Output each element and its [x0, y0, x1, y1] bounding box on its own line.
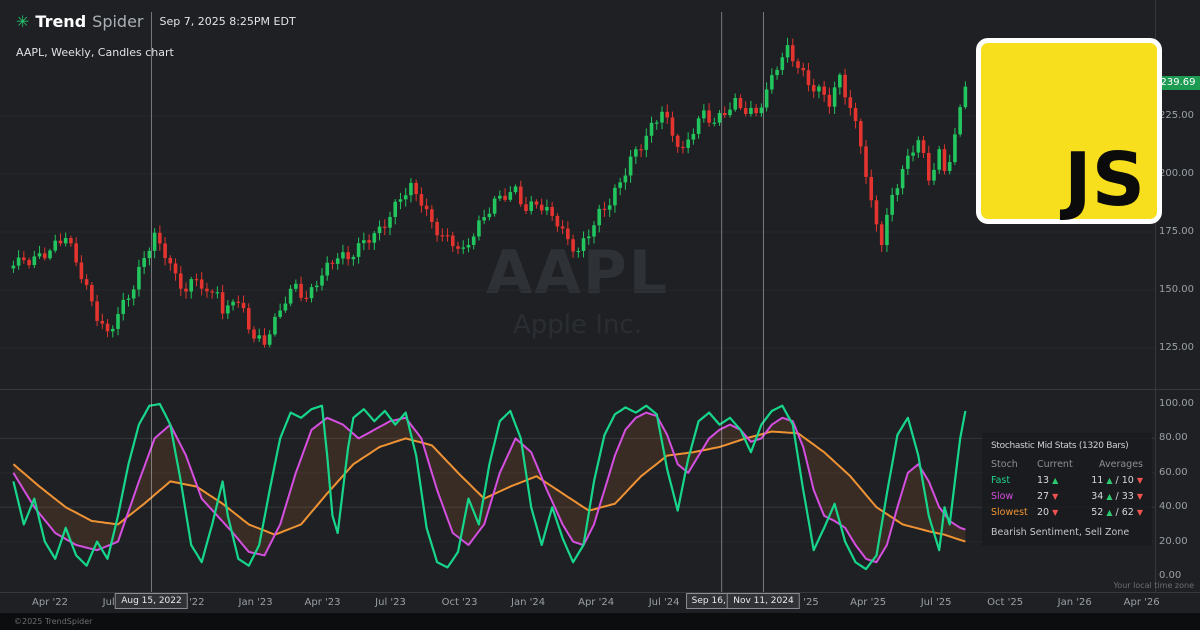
chart-timestamp: Sep 7, 2025 8:25PM EDT [159, 15, 296, 28]
down-arrow-icon: ▼ [1136, 492, 1143, 501]
javascript-logo-text: JS [1064, 137, 1145, 223]
candlestick-series [11, 37, 968, 348]
time-axis-label: Apr '25 [850, 597, 887, 608]
time-axis-label: Jan '26 [1057, 597, 1092, 608]
stats-slowest-current: 20 ▼ [1037, 507, 1059, 518]
down-arrow-icon: ▼ [1052, 508, 1059, 517]
crosshair-badge-row: Aug 15, 2022 Sep 16, 2024 Nov 11, 2024 [0, 593, 1158, 611]
chart-watermark: AAPL Apple Inc. [0, 238, 1155, 340]
stats-col-averages: Averages [1099, 459, 1143, 470]
brand-name-spider: Spider [92, 12, 144, 31]
stats-fast-current: 13 ▲ [1037, 475, 1059, 486]
stats-header-row: Stoch Current Averages [991, 457, 1143, 473]
stats-slow-label: Slow [991, 491, 1014, 502]
time-axis-label: Apr '23 [304, 597, 341, 608]
last-price-badge: 239.69 [1156, 76, 1200, 90]
up-arrow-icon: ▲ [1106, 476, 1113, 485]
stats-fast-label: Fast [991, 475, 1011, 486]
stats-slowest-label: Slowest [991, 507, 1028, 518]
footer-strip [0, 613, 1200, 630]
stochastic-stats-panel: Stochastic Mid Stats (1320 Bars) Stoch C… [982, 433, 1152, 546]
watermark-symbol: AAPL [485, 238, 670, 308]
time-axis-label: Jan '23 [238, 597, 273, 608]
time-axis-label: Oct '25 [987, 597, 1024, 608]
copyright-label: ©2025 TrendSpider [14, 617, 93, 626]
stats-slowest-averages: 52 ▲ / 62 ▼ [1091, 507, 1143, 518]
timezone-note: Your local time zone [1113, 581, 1194, 590]
stochastic-fast-line [12, 402, 967, 571]
time-axis-label: Jul '24 [648, 597, 680, 608]
time-axis-label: Jul '25 [920, 597, 952, 608]
stoch-axis-label: 0.00 [1159, 570, 1182, 581]
stochastic-slowest-line [12, 430, 966, 543]
javascript-logo: JS [976, 38, 1162, 224]
time-axis-label: Apr '22 [32, 597, 68, 608]
crosshair-date-badge[interactable]: Aug 15, 2022 [115, 593, 188, 609]
stoch-axis-label: 100.00 [1159, 398, 1194, 409]
app-header: ✳ Trend Spider Sep 7, 2025 8:25PM EDT [16, 12, 296, 31]
price-axis-label: 200.00 [1159, 168, 1194, 179]
stats-slow-current: 27 ▼ [1037, 491, 1059, 502]
time-axis-label: Jan '24 [511, 597, 546, 608]
stoch-axis-label: 60.00 [1159, 466, 1188, 478]
up-arrow-icon: ▲ [1106, 508, 1113, 517]
stats-row-slow: Slow 27 ▼ 34 ▲ / 33 ▼ [991, 489, 1143, 505]
stats-row-fast: Fast 13 ▲ 11 ▲ / 10 ▼ [991, 473, 1143, 489]
down-arrow-icon: ▼ [1136, 508, 1143, 517]
price-axis-label: 125.00 [1159, 342, 1194, 353]
time-axis-label: Oct '23 [441, 597, 478, 608]
price-axis-label: 175.00 [1159, 226, 1194, 237]
down-arrow-icon: ▼ [1136, 476, 1143, 485]
price-axis-label: 150.00 [1159, 284, 1194, 295]
right-price-axis[interactable]: 225.00 200.00 175.00 150.00 125.00 100.00 80.0… [1159, 0, 1199, 592]
stoch-axis-label: 20.00 [1159, 535, 1188, 547]
time-axis-label: Apr '24 [578, 597, 615, 608]
chart-title: AAPL, Weekly, Candles chart [16, 46, 174, 59]
stats-slow-averages: 34 ▲ / 33 ▼ [1091, 491, 1143, 502]
sentiment-label: Bearish Sentiment, Sell Zone [991, 527, 1130, 538]
crosshair-date-badge[interactable]: Nov 11, 2024 [727, 593, 800, 609]
stats-title: Stochastic Mid Stats (1320 Bars) [991, 441, 1129, 451]
brand-name-trend: Trend [35, 12, 87, 31]
stats-col-current: Current [1037, 459, 1073, 470]
down-arrow-icon: ▼ [1052, 492, 1059, 501]
time-axis-label: Apr '26 [1123, 597, 1160, 608]
up-arrow-icon: ▲ [1052, 476, 1059, 485]
time-axis-label: Jul '23 [375, 597, 406, 608]
stats-col-stoch: Stoch [991, 459, 1018, 470]
stats-row-slowest: Slowest 20 ▼ 52 ▲ / 62 ▼ [991, 505, 1143, 521]
stats-fast-averages: 11 ▲ / 10 ▼ [1091, 475, 1143, 486]
stoch-axis-label: 40.00 [1159, 501, 1188, 513]
trendspider-logo-icon: ✳ [16, 11, 30, 31]
time-axis-label: Jan '25 [784, 597, 819, 608]
price-axis-label: 225.00 [1159, 110, 1194, 121]
up-arrow-icon: ▲ [1106, 492, 1113, 501]
watermark-company-name: Apple Inc. [513, 310, 642, 340]
stoch-band-fill [13, 412, 966, 563]
stoch-axis-label: 80.00 [1159, 432, 1188, 444]
